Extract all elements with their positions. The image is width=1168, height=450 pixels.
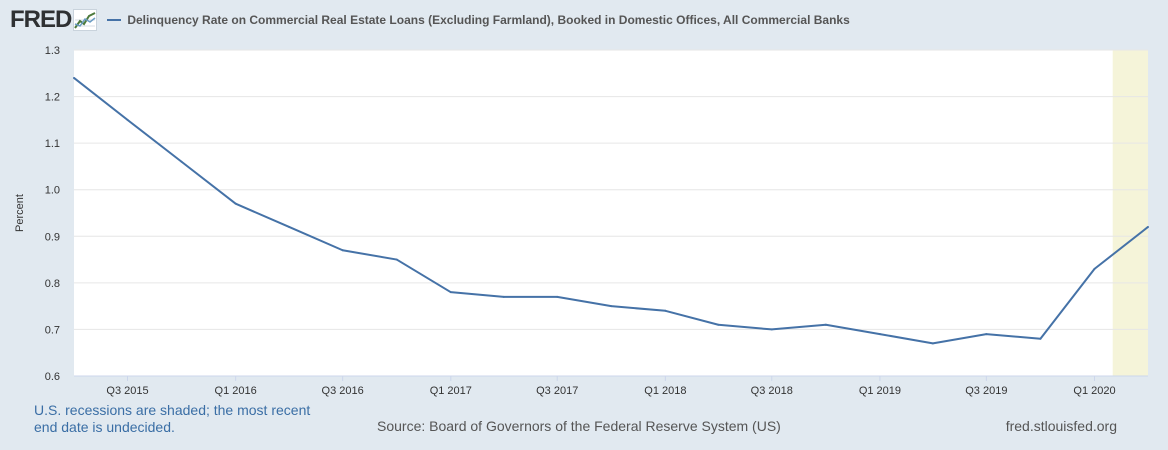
data-point — [288, 225, 291, 228]
data-point — [824, 323, 827, 326]
x-tick-label: Q3 2018 — [751, 385, 793, 397]
data-point — [770, 328, 773, 331]
site-link[interactable]: fred.stlouisfed.org — [1005, 418, 1117, 434]
data-point — [449, 291, 452, 294]
y-tick-label: 0.7 — [45, 324, 60, 336]
fred-logo[interactable]: FRED — [10, 6, 98, 34]
chart-line-icon — [73, 9, 98, 31]
y-tick-label: 1.0 — [45, 185, 60, 197]
data-point — [717, 323, 720, 326]
x-tick-label: Q1 2016 — [215, 385, 257, 397]
logo-text: FRED — [10, 6, 72, 33]
data-point — [931, 342, 934, 345]
data-point — [610, 305, 613, 308]
data-point — [985, 333, 988, 336]
legend-swatch — [107, 19, 122, 21]
x-tick-label: Q1 2018 — [644, 385, 686, 397]
x-tick-label: Q3 2019 — [965, 385, 1007, 397]
x-tick-label: Q3 2017 — [536, 385, 578, 397]
recession-shade — [1112, 50, 1148, 376]
y-tick-label: 1.1 — [45, 138, 60, 150]
source-text: Source: Board of Governors of the Federa… — [377, 418, 781, 434]
line-chart: 0.6 0.7 0.8 0.9 1.0 1.1 1.2 1.3 Q3 2015 Q1 2016 Q3… — [14, 45, 1149, 397]
header: FRED Delinquency Rate on Commercial Real… — [10, 6, 850, 34]
x-tick-label: Q3 2015 — [106, 385, 148, 397]
data-point — [341, 249, 344, 252]
chart-legend[interactable]: Delinquency Rate on Commercial Real Esta… — [107, 13, 850, 27]
y-tick-label: 1.3 — [45, 45, 60, 57]
x-tick-label: Q1 2020 — [1073, 385, 1115, 397]
y-tick-label: 0.8 — [45, 278, 60, 290]
y-tick-label: 1.2 — [45, 92, 60, 104]
y-tick-label: 0.9 — [45, 231, 60, 243]
legend-label: Delinquency Rate on Commercial Real Esta… — [127, 13, 850, 27]
data-point — [502, 295, 505, 298]
x-tick-label: Q3 2016 — [322, 385, 364, 397]
y-axis-label: Percent — [14, 194, 26, 232]
x-tick-label: Q1 2019 — [859, 385, 901, 397]
data-point — [395, 258, 398, 261]
data-point — [1093, 267, 1096, 270]
data-point — [73, 76, 75, 79]
y-tick-label: 0.6 — [45, 371, 60, 383]
data-point — [234, 202, 237, 205]
data-point — [664, 309, 667, 312]
data-point — [556, 295, 559, 298]
data-point — [126, 118, 129, 121]
data-point — [180, 160, 183, 163]
data-point — [1147, 225, 1149, 228]
x-tick-label: Q1 2017 — [430, 385, 472, 397]
data-point — [878, 333, 881, 336]
data-point — [1039, 337, 1042, 340]
plot-area — [74, 50, 1148, 376]
recession-note: U.S. recessions are shaded; the most rec… — [34, 402, 311, 435]
